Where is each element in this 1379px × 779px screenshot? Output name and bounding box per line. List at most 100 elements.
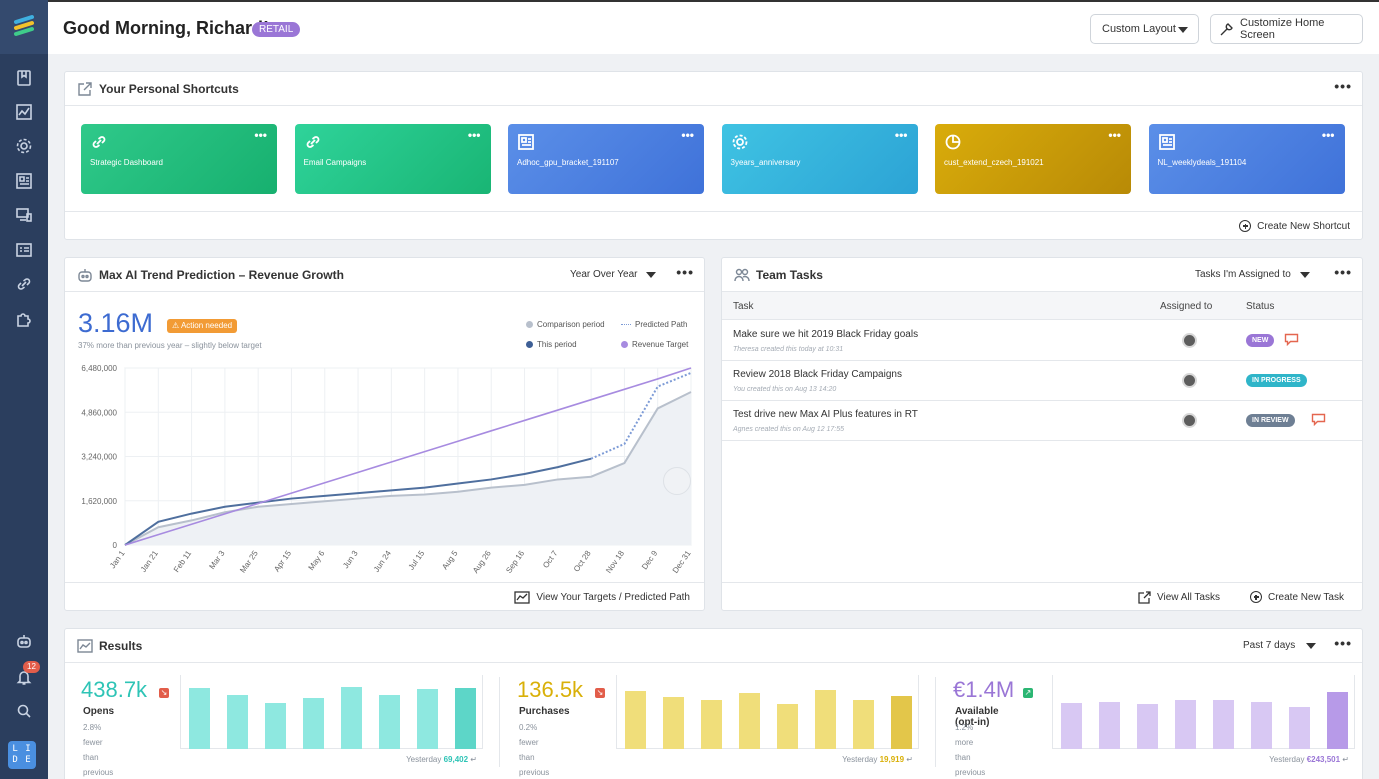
action-needed-label: Action needed (180, 321, 233, 330)
shortcut-tile[interactable]: Email Campaigns ••• (294, 124, 491, 194)
shortcut-more-icon[interactable]: ••• (254, 128, 267, 142)
comment-icon[interactable] (1311, 413, 1326, 427)
shortcut-more-icon[interactable]: ••• (1321, 128, 1335, 142)
list-card-icon[interactable] (12, 238, 36, 262)
metric-sub-line: 0.2% fewer than (519, 723, 539, 762)
devices-icon[interactable] (12, 203, 36, 227)
metric-bar[interactable] (1213, 699, 1234, 749)
layout-select[interactable]: Custom Layout (1090, 14, 1199, 44)
table-row[interactable]: Review 2018 Black Friday Campaigns You cr… (722, 361, 1362, 401)
create-shortcut-label: Create New Shortcut (1257, 220, 1350, 232)
x-tick-label: May 6 (307, 549, 327, 572)
view-all-tasks-link[interactable]: View All Tasks (1138, 591, 1220, 604)
bookmark-icon[interactable] (12, 66, 36, 90)
table-row[interactable]: Test drive new Max AI Plus features in R… (722, 401, 1362, 441)
link-icon[interactable] (12, 272, 36, 296)
shortcut-tile[interactable]: Adhoc_gpu_bracket_191107 ••• (508, 124, 704, 194)
trend-down-icon: ↘ (595, 688, 605, 698)
metric-bar[interactable] (777, 704, 798, 749)
trend-more-icon[interactable]: ••• (676, 264, 694, 280)
task-title[interactable]: Review 2018 Black Friday Campaigns (733, 369, 902, 380)
revenue-subtext: 37% more than previous year – slightly b… (78, 341, 262, 350)
metric-bar[interactable] (891, 695, 912, 749)
metric-bar[interactable] (1099, 701, 1120, 749)
shortcut-more-icon[interactable]: ••• (894, 128, 908, 142)
logo-icon[interactable] (0, 0, 48, 54)
metric-bar[interactable] (417, 689, 438, 749)
metric-bar[interactable] (1327, 692, 1348, 749)
metric-sub-line: 2.8% fewer than (83, 723, 103, 762)
chart-icon[interactable] (12, 100, 36, 124)
status-badge[interactable]: IN PROGRESS (1246, 374, 1307, 387)
customize-home-button[interactable]: Customize Home Screen (1210, 14, 1363, 44)
shortcut-label: cust_extend_czech_191021 (944, 158, 1044, 167)
metric-bar[interactable] (1289, 706, 1310, 749)
metric-bar[interactable] (379, 694, 400, 749)
task-title[interactable]: Make sure we hit 2019 Black Friday goals (733, 329, 919, 340)
shortcut-label: Strategic Dashboard (90, 158, 163, 167)
shortcut-tile[interactable]: 3years_anniversary ••• (721, 124, 918, 194)
puzzle-icon[interactable] (12, 307, 36, 331)
metric-bar[interactable] (341, 686, 362, 749)
metric-bar[interactable] (1175, 700, 1196, 749)
shortcut-tile[interactable]: cust_extend_czech_191021 ••• (935, 124, 1131, 194)
avatar[interactable] (1182, 333, 1197, 348)
table-row[interactable]: Make sure we hit 2019 Black Friday goals… (722, 321, 1362, 361)
trend-period-select[interactable]: Year Over Year (570, 269, 657, 280)
metric-bar-chart (180, 675, 483, 749)
tasks-filter-select[interactable]: Tasks I'm Assigned to (1195, 269, 1310, 280)
metric-bar[interactable] (303, 697, 324, 749)
tasks-more-icon[interactable]: ••• (1334, 264, 1352, 280)
status-badge[interactable]: NEW (1246, 334, 1275, 347)
column-task[interactable]: Task (733, 301, 754, 312)
workspace-badge[interactable]: L I D E (8, 741, 36, 769)
gear-icon[interactable] (12, 134, 36, 158)
bell-icon[interactable] (12, 665, 36, 689)
task-meta: Agnes created this on Aug 12 17:55 (733, 426, 845, 433)
legend-dot (526, 321, 533, 328)
avatar[interactable] (1182, 373, 1197, 388)
robot-icon[interactable] (12, 629, 36, 653)
search-icon[interactable] (12, 699, 36, 723)
view-all-tasks-label: View All Tasks (1157, 592, 1220, 603)
report-icon[interactable] (12, 169, 36, 193)
results-period-select[interactable]: Past 7 days (1243, 640, 1317, 651)
task-meta: Theresa created this today at 10:31 (733, 346, 844, 353)
results-card: Results Past 7 days ••• 438.7k ↘ Opens 2.8%… (64, 628, 1363, 779)
metric-bar[interactable] (739, 692, 760, 749)
results-more-icon[interactable]: ••• (1334, 635, 1352, 651)
column-status[interactable]: Status (1246, 301, 1275, 312)
shortcuts-more-icon[interactable]: ••• (1334, 78, 1352, 94)
metric-bar[interactable] (701, 700, 722, 749)
tasks-header: Team Tasks Tasks I'm Assigned to ••• (722, 258, 1362, 292)
y-tick-label: 4,860,000 (81, 408, 117, 417)
shortcut-more-icon[interactable]: ••• (467, 128, 481, 142)
status-badge[interactable]: IN REVIEW (1246, 414, 1295, 427)
metric-bar[interactable] (189, 688, 210, 749)
metric-bar[interactable] (815, 690, 836, 749)
task-title[interactable]: Test drive new Max AI Plus features in R… (733, 409, 918, 420)
metric-bar[interactable] (227, 694, 248, 749)
results-header: Results Past 7 days ••• (65, 629, 1362, 663)
metric-bar[interactable] (1061, 702, 1082, 749)
shortcut-more-icon[interactable]: ••• (1108, 128, 1121, 142)
metric-bar[interactable] (853, 699, 874, 749)
metric-bar[interactable] (265, 702, 286, 749)
view-targets-link[interactable]: View Your Targets / Predicted Path (514, 591, 690, 604)
create-shortcut-link[interactable]: Create New Shortcut (1239, 220, 1350, 232)
create-task-link[interactable]: Create New Task (1250, 591, 1344, 603)
metric-bar[interactable] (625, 691, 646, 749)
legend-label: Revenue Target (632, 340, 689, 349)
shortcut-more-icon[interactable]: ••• (681, 128, 694, 142)
column-assigned[interactable]: Assigned to (1160, 301, 1213, 312)
metric-bar[interactable] (455, 687, 476, 749)
x-tick-label: Feb 11 (172, 549, 194, 575)
comment-icon[interactable] (1284, 333, 1299, 347)
avatar[interactable] (1182, 413, 1197, 428)
metric-bar[interactable] (1137, 704, 1158, 749)
metric-bar[interactable] (663, 696, 684, 749)
shortcut-tile[interactable]: NL_weeklydeals_191104 ••• (1148, 124, 1345, 194)
workspace-badge-text: L I D E (12, 744, 32, 765)
metric-bar[interactable] (1251, 701, 1272, 749)
shortcut-tile[interactable]: Strategic Dashboard ••• (81, 124, 277, 194)
